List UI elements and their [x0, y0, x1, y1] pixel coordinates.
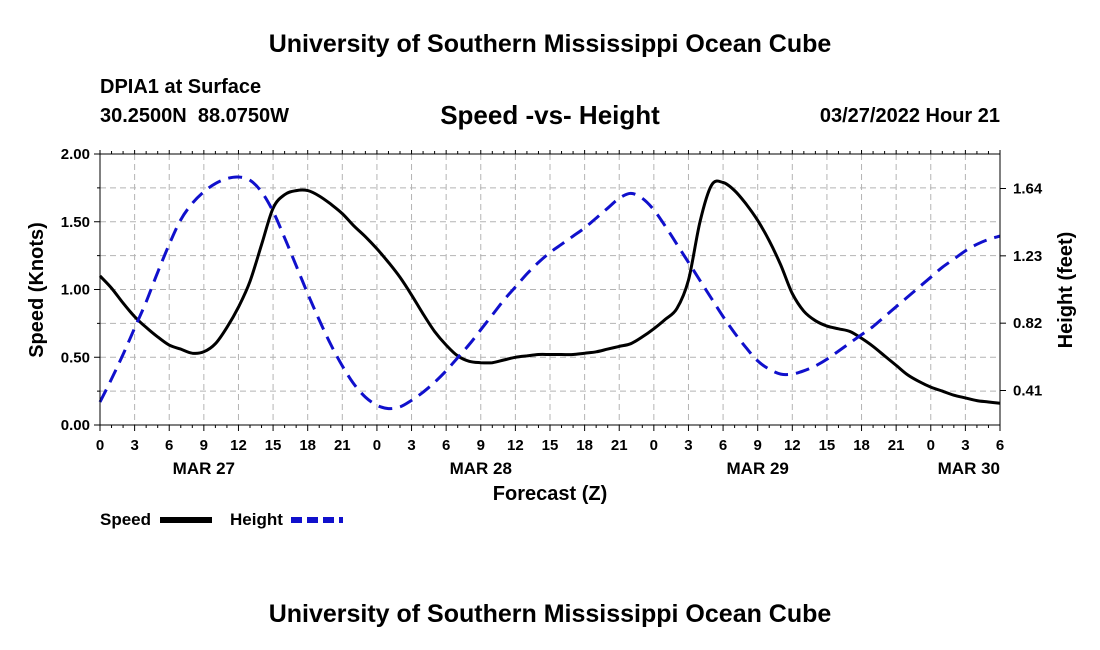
- x-tick-label: 0: [373, 437, 381, 454]
- x-tick-label: 18: [299, 437, 316, 454]
- x-axis-label: Forecast (Z): [493, 483, 607, 505]
- y-tick-label: 0.00: [61, 417, 90, 434]
- x-tick-label: 6: [442, 437, 450, 454]
- grid-lines: [100, 154, 1000, 425]
- x-tick-label: 9: [200, 437, 208, 454]
- y-tick-label: 1.00: [61, 282, 90, 299]
- x-tick-label: 15: [265, 437, 282, 454]
- legend: Speed Height: [100, 510, 343, 529]
- x-tick-label: 0: [96, 437, 104, 454]
- y-tick-label: 1.50: [61, 214, 90, 231]
- y2-tick-label: 1.23: [1013, 248, 1042, 265]
- x-tick-label: 15: [819, 437, 836, 454]
- legend-height-label: Height: [230, 510, 283, 529]
- y2-tick-label: 0.82: [1013, 315, 1042, 332]
- x-tick-label: 9: [754, 437, 762, 454]
- x-tick-label: 12: [784, 437, 801, 454]
- x-tick-label: 21: [611, 437, 628, 454]
- series-line-speed: [98, 179, 1001, 405]
- axis-ticks: [94, 150, 1006, 431]
- x-tick-label: 6: [719, 437, 727, 454]
- x-day-label: MAR 27: [173, 459, 235, 478]
- x-tick-label: 0: [927, 437, 935, 454]
- y-tick-label: 2.00: [61, 146, 90, 163]
- x-tick-label: 15: [542, 437, 559, 454]
- x-tick-label: 3: [130, 437, 138, 454]
- x-day-label: MAR 28: [450, 459, 512, 478]
- x-tick-label: 21: [334, 437, 351, 454]
- x-tick-label: 6: [996, 437, 1004, 454]
- forecast-datetime: 03/27/2022 Hour 21: [819, 105, 1000, 127]
- x-tick-label: 18: [853, 437, 870, 454]
- legend-speed-label: Speed: [100, 510, 151, 529]
- x-tick-label: 12: [507, 437, 524, 454]
- x-tick-label: 9: [477, 437, 485, 454]
- x-day-label: MAR 29: [727, 459, 789, 478]
- header-title: University of Southern Mississippi Ocean…: [268, 30, 832, 58]
- y-tick-label: 0.50: [61, 349, 90, 366]
- x-tick-label: 3: [684, 437, 692, 454]
- y2-axis-label: Height (feet): [1055, 232, 1077, 349]
- y2-tick-label: 1.64: [1013, 180, 1043, 197]
- x-day-label: MAR 30: [938, 459, 1000, 478]
- x-tick-label: 3: [961, 437, 969, 454]
- x-tick-label: 0: [650, 437, 658, 454]
- x-tick-label: 12: [230, 437, 247, 454]
- station-name: DPIA1 at Surface: [100, 76, 262, 98]
- footer-title: University of Southern Mississippi Ocean…: [268, 600, 832, 628]
- y2-tick-label: 0.41: [1013, 383, 1042, 400]
- station-coords: 30.2500N 88.0750W: [100, 105, 290, 127]
- x-tick-label: 21: [888, 437, 905, 454]
- x-tick-label: 18: [576, 437, 593, 454]
- x-tick-label: 6: [165, 437, 173, 454]
- chart-title: Speed -vs- Height: [440, 100, 660, 130]
- y-axis-label: Speed (Knots): [26, 222, 48, 358]
- series-line-height: [98, 175, 1001, 411]
- x-tick-label: 3: [407, 437, 415, 454]
